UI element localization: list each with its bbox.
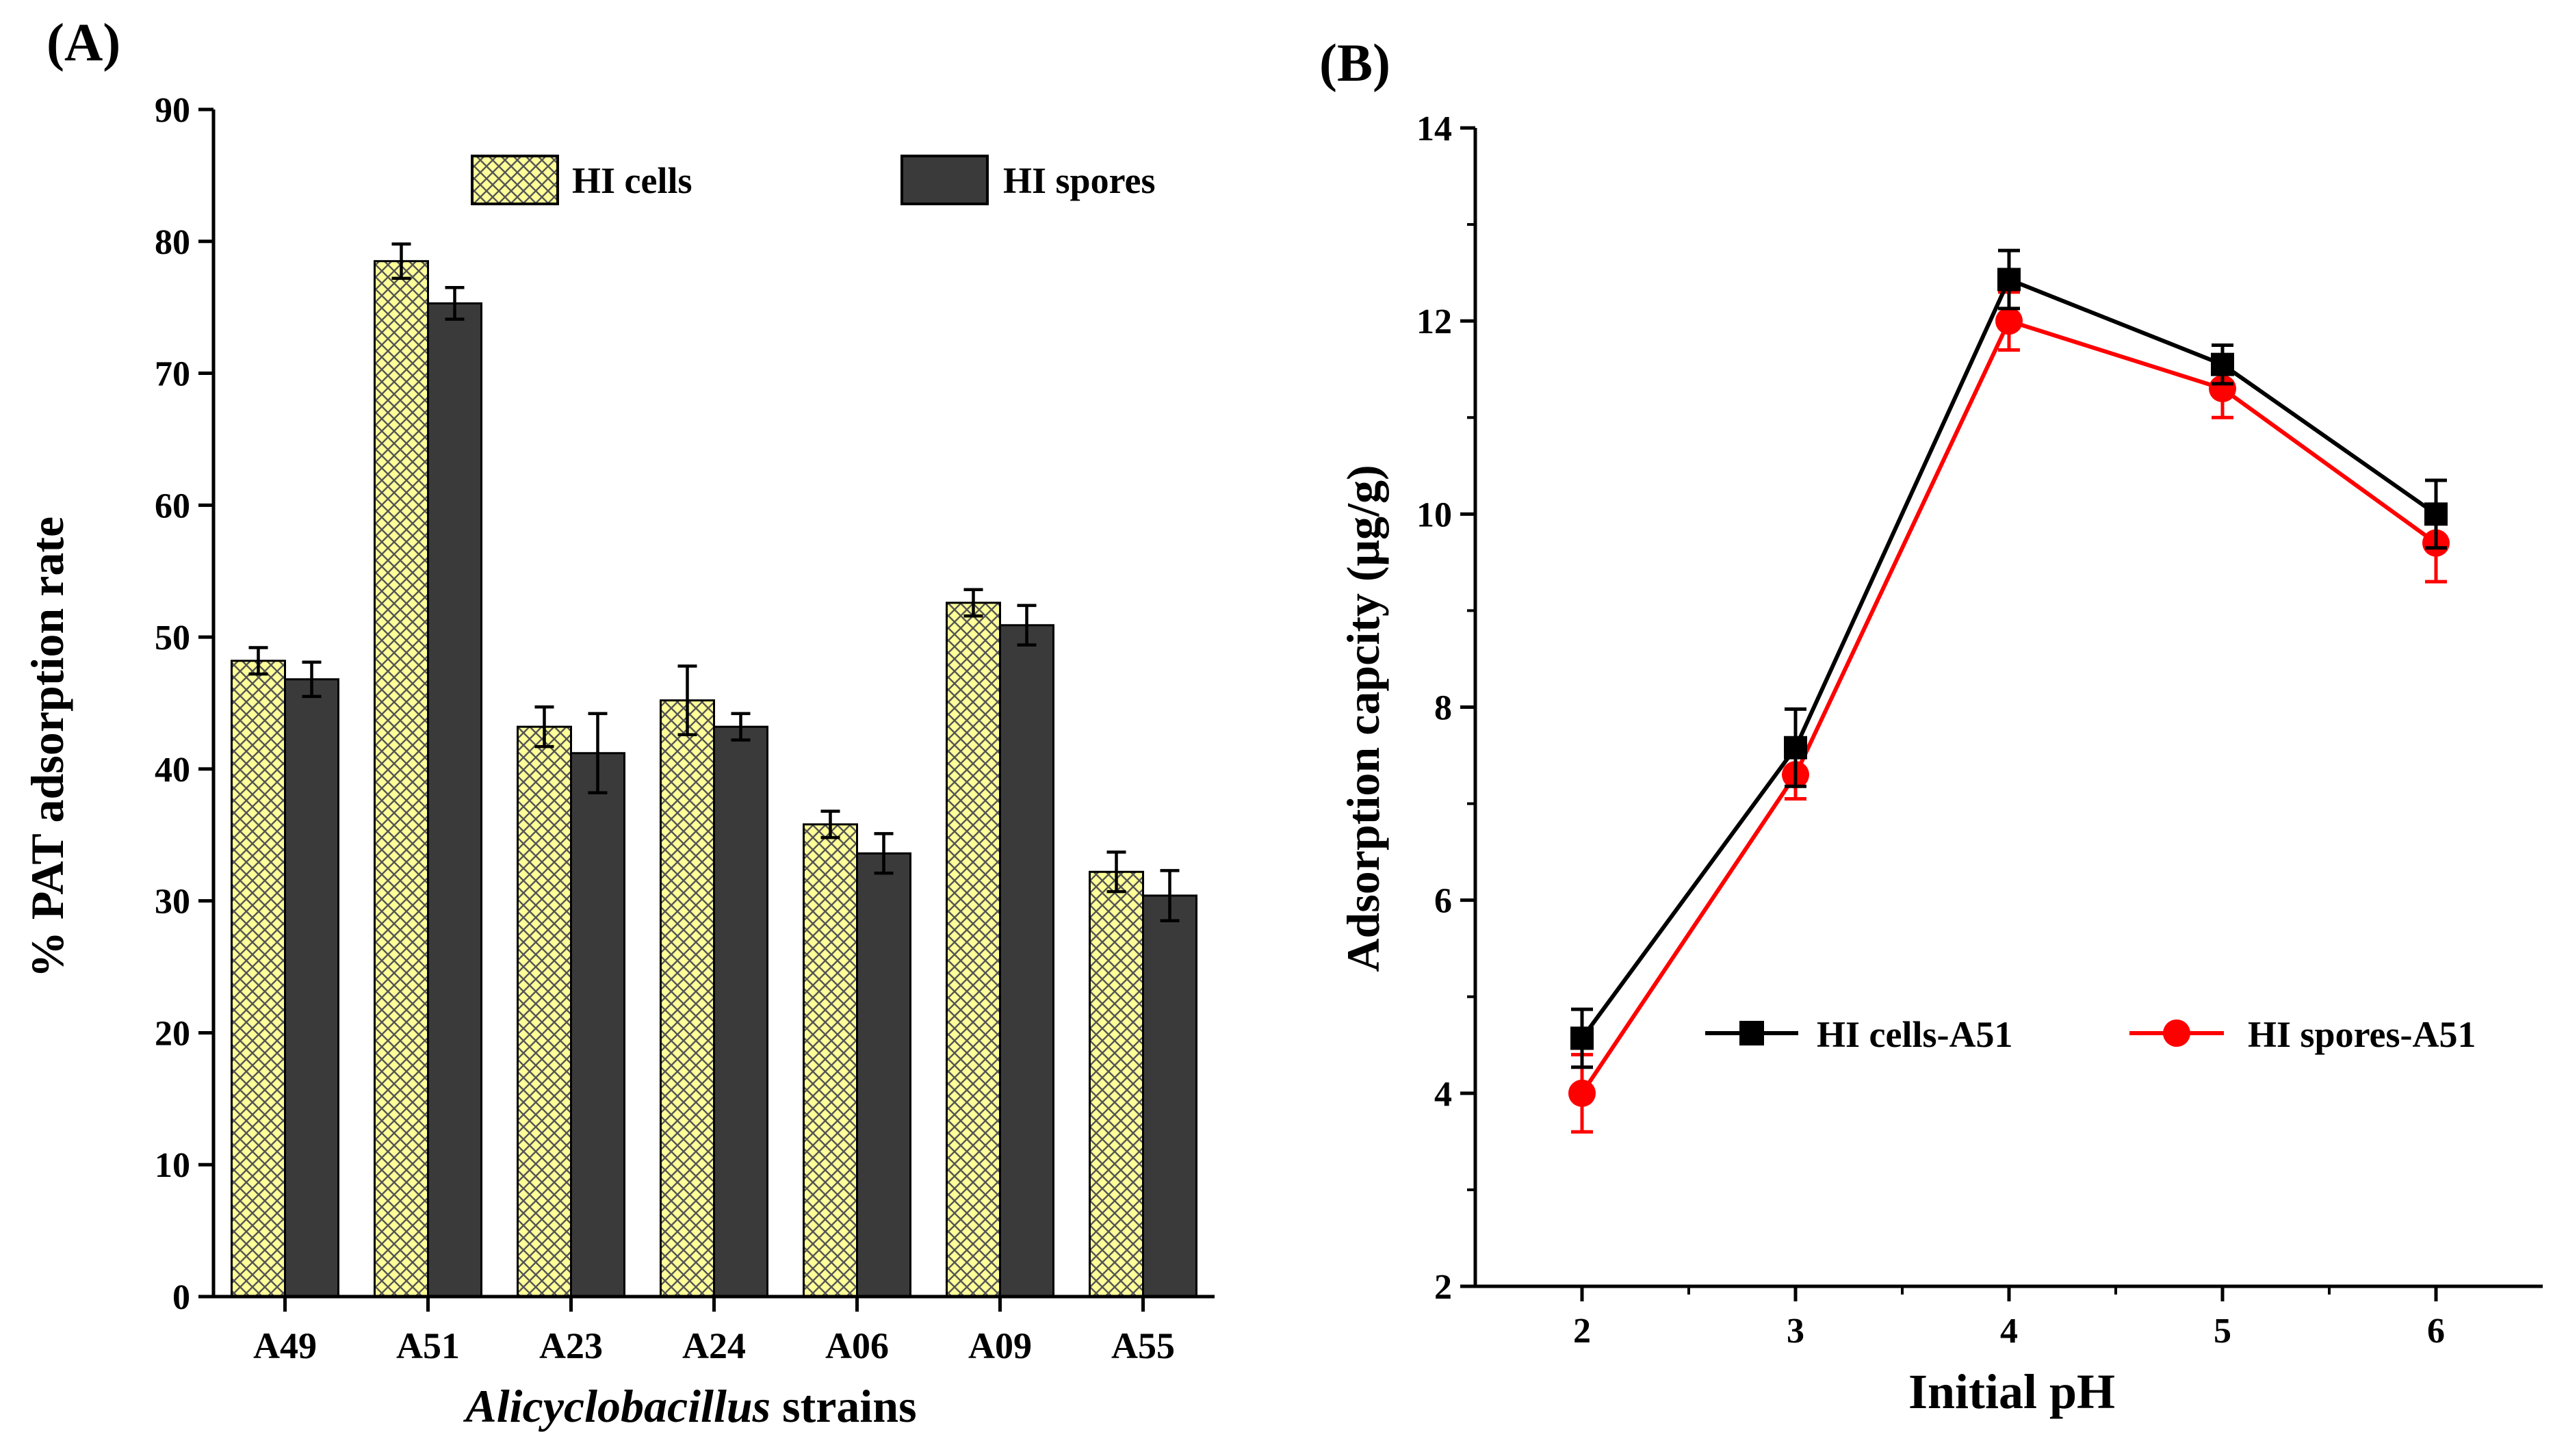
panel-b-legend: HI cells-A51 HI spores-A51 [1705,1014,2476,1055]
panel-a-x-tick-label: A51 [396,1325,460,1366]
panel-a-y-tick-label: 20 [155,1014,190,1053]
panel-a-x-tick-label: A55 [1111,1325,1175,1366]
panel-a-bars [231,260,1197,1298]
panel-a-y-tick-label: 40 [155,751,190,790]
data-point-hi-spores-a51 [2209,374,2236,402]
legend-label-hi-cells: HI cells [572,160,692,201]
panel-b-y-tick-label: 6 [1434,882,1452,921]
bar-hi-cells [231,660,286,1298]
legend-label-hi-spores-a51: HI spores-A51 [2248,1014,2476,1055]
panel-a-x-tick-label: A06 [825,1325,889,1366]
data-point-hi-cells-a51 [1570,1026,1594,1050]
panel-a-x-tick-label: A49 [253,1325,317,1366]
panel-a-y-tick-label: 30 [155,883,190,922]
bar-hi-spores [713,725,768,1298]
panel-a-error-bars [248,242,1180,922]
legend-swatch-hi-spores [900,155,989,205]
bar-hi-spores [427,302,482,1298]
panel-a-xlabel-rest: strains [770,1380,916,1432]
data-point-hi-spores-a51 [1995,307,2023,335]
series-line-hi-cells-a51 [1580,276,2437,1040]
panel-b-label: (B) [1319,33,1390,92]
panel-a-x-tick-label: A09 [968,1325,1032,1366]
bar-hi-spores [1142,894,1197,1298]
panel-a-y-tick-label: 60 [155,486,190,525]
panel-a: (A) 0 10 20 30 40 50 60 70 80 90 A49 A51 A23 A24 A06 A0… [21,12,1215,1432]
bar-hi-spores [999,624,1054,1298]
bar-hi-cells [946,601,1001,1298]
panel-b-y-tick-label: 14 [1416,109,1452,148]
panel-b-ylabel: Adsorption capcity (μg/g) [1337,465,1389,972]
panel-b-x-tick-label: 6 [2427,1312,2445,1351]
bar-hi-spores [284,678,339,1298]
panel-b-y-tick-label: 10 [1416,495,1452,534]
panel-b-xlabel: Initial pH [1908,1364,2115,1419]
panel-b-x-tick-label: 2 [1573,1312,1591,1351]
panel-a-y-tick-label: 0 [172,1278,190,1317]
panel-a-y-tick-label: 90 [155,91,190,130]
bar-hi-cells [374,260,429,1298]
panel-a-axes: 0 10 20 30 40 50 60 70 80 90 A49 A51 A23 A24 A06 A09 A55 [155,91,1215,1366]
bar-hi-cells [660,699,715,1298]
data-point-hi-cells-a51 [1784,736,1807,759]
panel-b-x-tick-label: 3 [1787,1312,1804,1351]
panel-b-series [1568,248,2450,1134]
panel-a-ylabel: % PAT adsorption rate [21,517,73,978]
bar-hi-cells [517,725,572,1298]
panel-a-y-tick-label: 80 [155,223,190,262]
panel-a-y-tick-label: 10 [155,1146,190,1185]
legend-label-hi-cells-a51: HI cells-A51 [1817,1014,2012,1055]
panel-b-y-tick-label: 12 [1416,302,1452,341]
panel-a-xlabel: Alicyclobacillus strains [463,1380,916,1432]
panel-a-label: (A) [47,12,120,72]
data-point-hi-spores-a51 [1568,1079,1596,1107]
panel-a-x-tick-label: A23 [539,1325,603,1366]
panel-b: (B) 2 4 6 8 10 12 14 2 3 4 5 6 HI cells-A51 HI spor… [1319,33,2543,1419]
panel-a-legend: HI cells HI spores [471,155,1156,205]
panel-b-y-tick-label: 8 [1434,689,1452,728]
bar-hi-cells [803,823,858,1298]
data-point-hi-cells-a51 [2424,502,2448,526]
bar-hi-cells [1089,870,1144,1298]
bar-hi-spores [856,852,911,1298]
panel-a-xlabel-italic: Alicyclobacillus [463,1380,770,1432]
panel-b-y-tick-label: 4 [1434,1075,1452,1114]
panel-a-x-tick-label: A24 [682,1325,746,1366]
panel-b-x-tick-label: 5 [2214,1312,2231,1351]
legend-marker-hi-spores-a51 [2163,1019,2190,1047]
panel-a-y-tick-label: 70 [155,355,190,394]
panel-b-x-tick-label: 4 [2000,1312,2018,1351]
legend-marker-hi-cells-a51 [1739,1021,1764,1045]
data-point-hi-cells-a51 [1997,268,2021,291]
data-point-hi-cells-a51 [2211,352,2234,376]
series-line-hi-spores-a51 [1580,318,2437,1095]
bar-hi-spores [570,752,625,1298]
legend-swatch-hi-cells [471,155,559,205]
panel-b-axes: 2 4 6 8 10 12 14 2 3 4 5 6 [1416,109,2543,1351]
panel-b-y-tick-label: 2 [1434,1268,1452,1307]
panel-a-y-tick-label: 50 [155,619,190,658]
legend-label-hi-spores: HI spores [1003,160,1156,201]
